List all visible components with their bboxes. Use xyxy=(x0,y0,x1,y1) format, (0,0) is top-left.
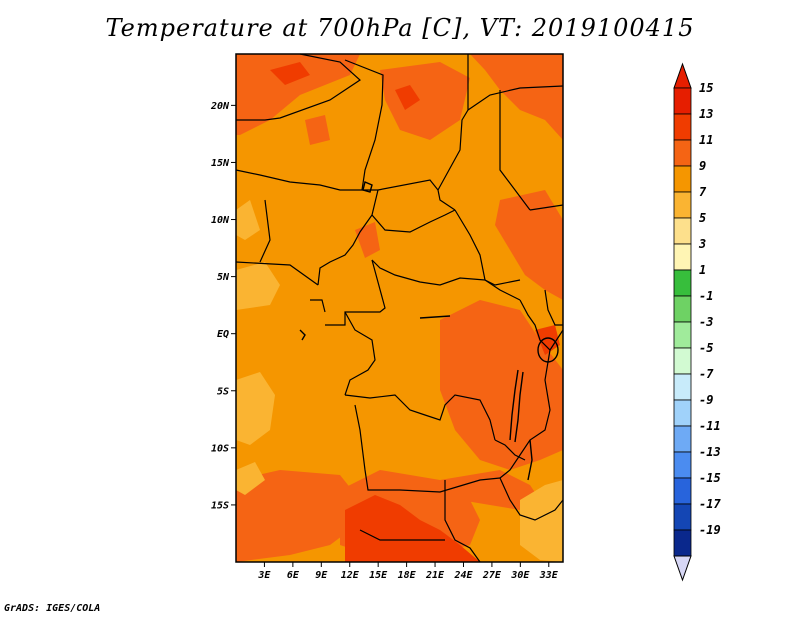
lon-tick-label: 9E xyxy=(315,570,328,581)
colorbar-bottom-triangle xyxy=(673,555,692,582)
colorbar-swatch xyxy=(673,243,692,271)
colorbar-swatch xyxy=(673,87,692,115)
country-borders xyxy=(235,53,564,563)
lakes xyxy=(299,181,559,481)
lon-tick-label: 30E xyxy=(510,570,530,581)
colorbar-swatch xyxy=(673,477,692,505)
colorbar-label: 5 xyxy=(699,211,706,225)
colorbar-label: 13 xyxy=(699,107,713,121)
colorbar-label: -15 xyxy=(699,471,721,485)
cool-zones xyxy=(236,200,563,562)
colorbar-swatch xyxy=(673,165,692,193)
colorbar-swatch xyxy=(673,295,692,323)
colorbar-swatch xyxy=(673,139,692,167)
colorbar-swatch xyxy=(673,425,692,453)
temperature-field-base xyxy=(236,54,563,562)
lon-tick-label: 3E xyxy=(257,570,271,581)
colorbar-swatch xyxy=(673,451,692,479)
lat-tick-label: 20N xyxy=(210,101,230,112)
colorbar-swatch xyxy=(673,217,692,245)
lon-tick-label: 21E xyxy=(425,570,445,581)
colorbar-label: -7 xyxy=(699,367,714,381)
colorbar-label: 15 xyxy=(699,81,713,95)
colorbar-swatch xyxy=(673,529,692,557)
lat-tick-label: 5N xyxy=(217,272,230,283)
colorbar-swatch xyxy=(673,347,692,375)
colorbar-label: -5 xyxy=(699,341,713,355)
colorbar-label: 3 xyxy=(698,237,706,251)
colorbar-label: -9 xyxy=(699,393,713,407)
colorbar-swatch xyxy=(673,191,692,219)
lat-tick-label: 15N xyxy=(211,158,230,169)
lat-tick-label: 15S xyxy=(211,500,229,511)
colorbar-label: -11 xyxy=(699,419,721,433)
colorbar-label: 7 xyxy=(699,185,707,199)
colorbar-swatch xyxy=(673,113,692,141)
lon-tick-label: 33E xyxy=(539,570,559,581)
colorbar-swatch xyxy=(673,321,692,349)
lon-tick-label: 27E xyxy=(482,570,502,581)
colorbar-label: -3 xyxy=(699,315,713,329)
warm-zones xyxy=(236,54,563,562)
latitude-axis: 20N 15N 10N 5N EQ 5S 10S 15S xyxy=(210,101,236,511)
colorbar-label: 9 xyxy=(699,159,706,173)
colorbar-label: -19 xyxy=(699,523,721,537)
colorbar-swatch xyxy=(673,269,692,297)
colorbar-label: 11 xyxy=(699,133,713,147)
hot-zones xyxy=(270,62,560,562)
map-frame xyxy=(235,53,564,563)
map-panel: 20N 15N 10N 5N EQ 5S 10S 15S 3E 6E 9E 12E 15E 18E 21E… xyxy=(210,53,564,581)
lon-tick-label: 6E xyxy=(287,570,300,581)
lon-tick-label: 15E xyxy=(369,570,388,581)
longitude-axis: 3E 6E 9E 12E 15E 18E 21E 24E 27E 30E 33E xyxy=(257,562,559,581)
colorbar-label: -1 xyxy=(699,289,713,303)
colorbar-top-triangle xyxy=(673,62,692,89)
colorbar-label: 1 xyxy=(699,263,706,277)
colorbar-swatch xyxy=(673,503,692,531)
colorbar-swatch xyxy=(673,373,692,401)
colorbar-label: -13 xyxy=(699,445,721,459)
colorbar: 15 13 11 9 7 5 3 1 -1 -3 -5 -7 -9 -11 -13 -15 -17 -19 xyxy=(673,62,721,582)
lat-tick-label: 10S xyxy=(211,443,229,454)
lon-tick-label: 24E xyxy=(453,570,473,581)
colorbar-swatch xyxy=(673,399,692,427)
lat-tick-label: 10N xyxy=(211,215,230,226)
lat-tick-label: EQ xyxy=(217,329,229,340)
grads-credit: GrADS: IGES/COLA xyxy=(4,603,101,614)
lon-tick-label: 12E xyxy=(341,570,360,581)
lat-tick-label: 5S xyxy=(217,386,229,397)
lon-tick-label: 18E xyxy=(398,570,417,581)
colorbar-label: -17 xyxy=(699,497,721,511)
map-title: Temperature at 700hPa [C], VT: 201910041… xyxy=(105,14,695,42)
